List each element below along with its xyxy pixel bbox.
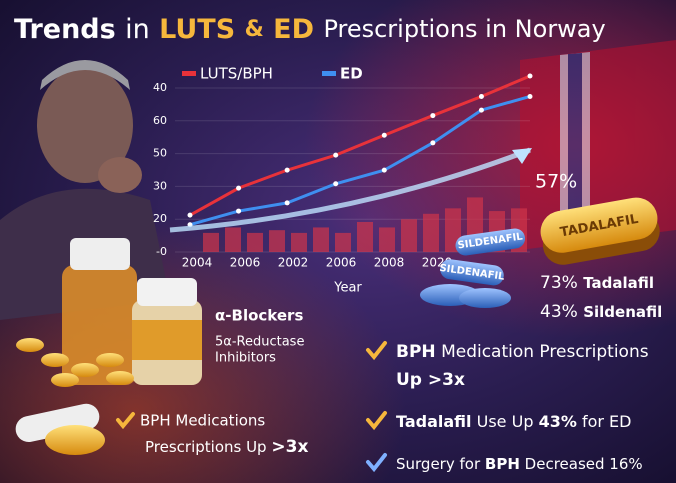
bar	[335, 232, 351, 252]
pills: SILDENAFIL SILDENAFIL TADALAFIL 57%	[420, 171, 660, 308]
bullet-text: BPH Medications	[140, 412, 265, 430]
stat-name: Sildenafil	[583, 303, 662, 321]
bar	[379, 227, 395, 252]
percent: 57%	[535, 171, 577, 193]
stat-name: Tadalafil	[583, 274, 654, 292]
title-part: ED	[273, 14, 314, 45]
point	[478, 93, 484, 99]
point	[236, 208, 242, 214]
bar	[357, 221, 373, 252]
point	[381, 132, 387, 138]
legend-label: LUTS/BPH	[200, 65, 273, 83]
y-tick-label: 20	[153, 212, 167, 225]
bar	[225, 227, 241, 252]
y-tick-label: 30	[153, 179, 167, 192]
x-tick-label: 2006	[326, 256, 357, 270]
bullet-part: Decreased 16%	[525, 455, 643, 473]
bullet-part: Prescriptions Up	[145, 438, 267, 456]
x-axis-label: Year	[333, 281, 362, 296]
bullet-part: Surgery for	[396, 455, 481, 473]
bullet-part: Use Up	[477, 412, 534, 431]
arrow-head	[512, 148, 532, 164]
point	[187, 212, 193, 218]
drug-class: Inhibitors	[215, 351, 276, 366]
stat: 43% Sildenafil	[540, 302, 662, 322]
bar	[423, 213, 439, 252]
bullet-part: Medication Prescriptions	[441, 342, 649, 362]
line	[189, 74, 531, 217]
trend-arrow	[169, 147, 531, 233]
bullet-part: BPH	[396, 342, 436, 362]
title-part: Prescriptions in Norway	[323, 15, 605, 43]
y-tick-label: 50	[153, 147, 167, 160]
legend-swatch	[182, 71, 196, 76]
y-tick-label: -0	[156, 245, 167, 258]
bar	[313, 227, 329, 252]
title-part: &	[245, 17, 264, 42]
point	[381, 167, 387, 173]
bullet-part: 43%	[539, 412, 577, 431]
x-tick-label: 2008	[374, 256, 405, 270]
drug-class: α-Blockers	[215, 307, 303, 325]
title-part: Trends	[14, 14, 116, 45]
y-tick-label: 40	[153, 81, 167, 94]
point	[430, 140, 436, 146]
stat-pct: 73%	[540, 273, 578, 293]
bar	[203, 232, 219, 252]
line	[189, 95, 531, 227]
bottles	[15, 238, 202, 455]
point	[478, 107, 484, 113]
bar	[401, 219, 417, 252]
bar	[291, 232, 307, 252]
x-tick-label: 2004	[182, 256, 213, 270]
stat-pct: 43%	[540, 302, 578, 322]
bar	[269, 230, 285, 252]
bullet-part: Tadalafil	[396, 412, 472, 431]
legend-swatch	[322, 71, 336, 76]
point	[527, 93, 533, 99]
legend-label: ED	[340, 65, 363, 83]
bullet-text: Tadalafil Use Up 43% for ED	[396, 412, 631, 431]
bullet-part: BPH	[485, 455, 520, 473]
y-tick-label: 60	[153, 114, 167, 127]
point	[284, 167, 290, 173]
bullet-part: Up >3x	[396, 370, 465, 390]
bullet-text: BPH Medication Prescriptions	[396, 342, 649, 362]
title-part: in	[125, 14, 150, 45]
bullet-text: Surgery for BPH Decreased 16%	[396, 455, 643, 473]
x-tick-label: 2002	[278, 256, 309, 270]
point	[430, 113, 436, 119]
bar	[247, 232, 263, 252]
bullet-part: >3x	[271, 437, 308, 457]
point	[333, 152, 339, 158]
point	[527, 73, 533, 79]
point	[236, 185, 242, 191]
bullet-text: Prescriptions Up >3x	[145, 437, 308, 457]
drug-class: 5α-Reductase	[215, 335, 304, 350]
bullet-part: for ED	[582, 412, 632, 431]
x-tick-label: 2006	[230, 256, 261, 270]
checks	[116, 341, 387, 473]
title: Trends in LUTS & ED Prescriptions in Nor…	[14, 14, 606, 45]
title-part: LUTS	[159, 14, 235, 45]
point	[284, 200, 290, 206]
flag	[520, 40, 676, 250]
stat: 73% Tadalafil	[540, 273, 654, 293]
point	[333, 181, 339, 187]
